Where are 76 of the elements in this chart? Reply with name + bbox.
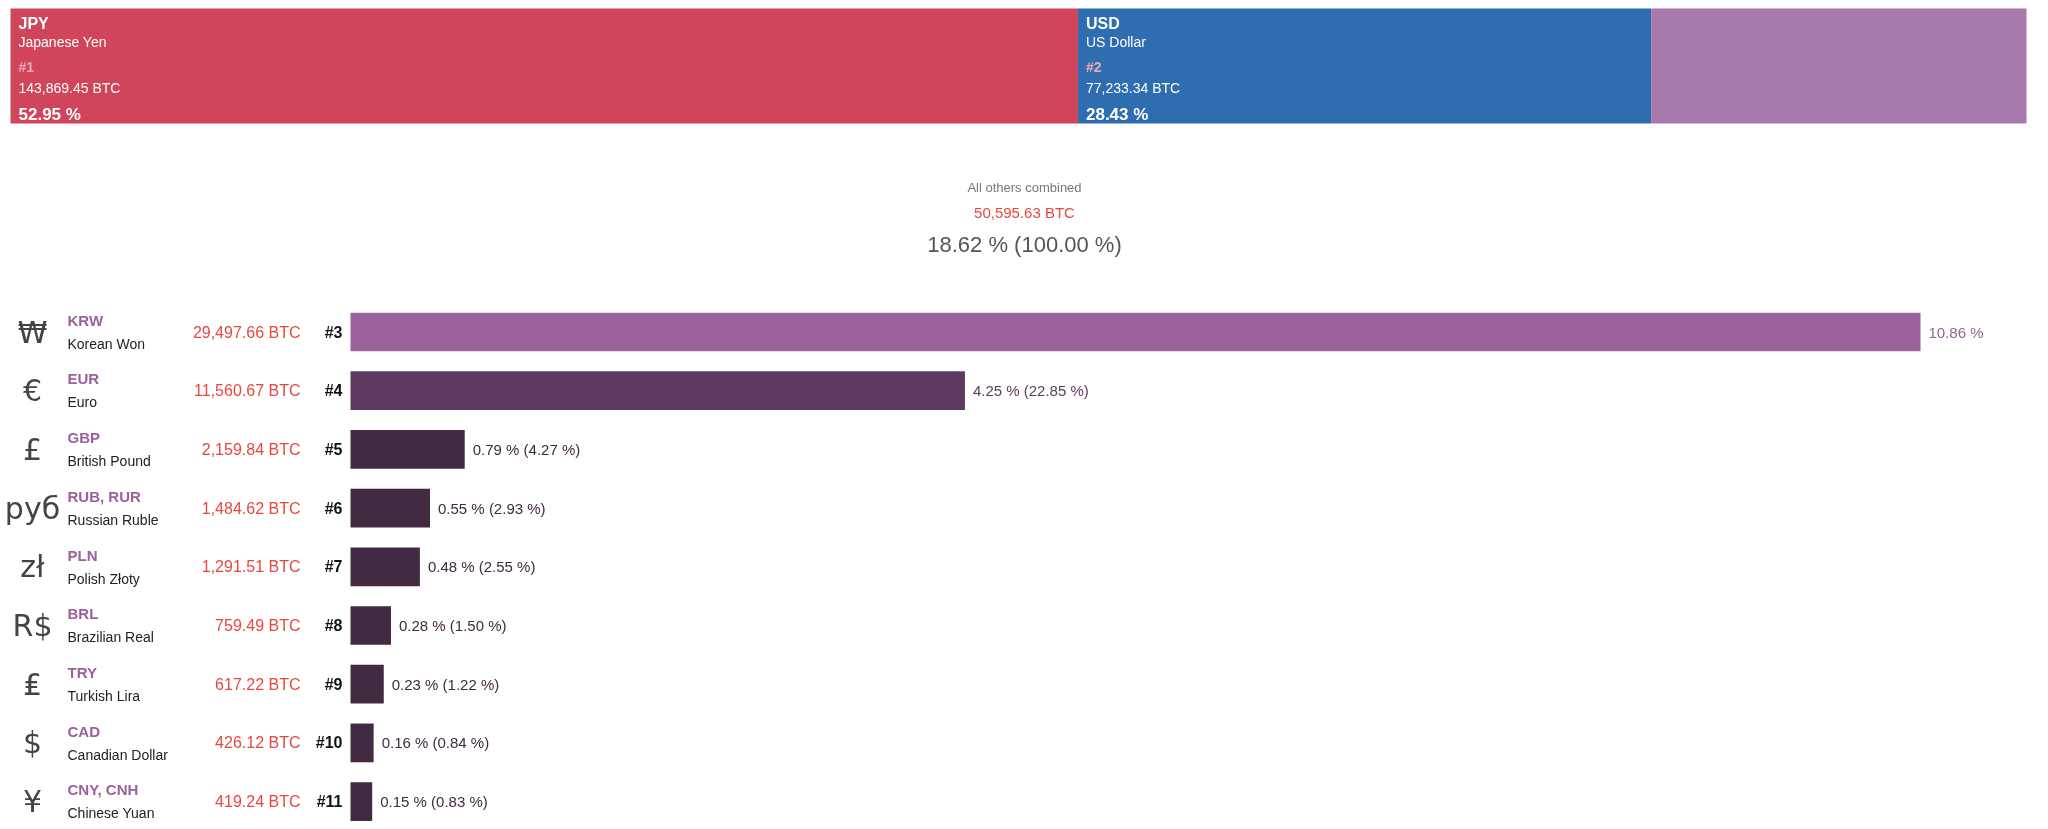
y-tick-label: EUR bbox=[67, 370, 100, 388]
y-tick-label: TRY bbox=[67, 663, 97, 681]
bar bbox=[350, 312, 1921, 352]
bar bbox=[350, 430, 465, 469]
annotation: US Dollar bbox=[1085, 33, 1147, 50]
text: #8 bbox=[324, 617, 343, 634]
text: 50,595.63 BTC bbox=[974, 204, 1076, 221]
y-tick-label: CAD bbox=[67, 722, 101, 740]
bar bbox=[350, 371, 965, 411]
text: £ bbox=[22, 431, 43, 467]
text: #11 bbox=[316, 793, 343, 811]
text: 29,497.66 BTC bbox=[192, 323, 301, 341]
text: zł bbox=[20, 549, 46, 585]
text: ₤ bbox=[22, 666, 43, 702]
text: #10 bbox=[315, 734, 343, 752]
text: British Pound bbox=[67, 453, 151, 470]
data-label: 0.55 % (2.93 %) bbox=[438, 499, 546, 517]
text: 11,560.67 BTC bbox=[194, 382, 301, 400]
text: 2,159.84 BTC bbox=[201, 440, 301, 458]
data-label: 0.79 % (4.27 %) bbox=[472, 440, 581, 458]
text: 1,291.51 BTC bbox=[201, 558, 301, 576]
bar bbox=[350, 664, 384, 704]
y-tick-label: BRL bbox=[67, 605, 99, 623]
data-label: 0.28 % (1.50 %) bbox=[398, 617, 507, 634]
bar bbox=[350, 782, 373, 821]
y-tick-label: GBP bbox=[67, 429, 101, 447]
text: #9 bbox=[324, 675, 343, 693]
bar bbox=[350, 488, 431, 528]
data-label: 0.15 % (0.83 %) bbox=[380, 793, 488, 811]
data-label: 0.16 % (0.84 %) bbox=[381, 734, 490, 752]
text: Polish Złoty bbox=[67, 570, 140, 587]
data-label: 0.48 % (2.55 %) bbox=[427, 558, 536, 576]
annotation: 143,869.45 BTC bbox=[18, 79, 121, 96]
text: 759.49 BTC bbox=[215, 617, 301, 634]
y-tick-label: CNY, CNH bbox=[67, 781, 139, 799]
text: #5 bbox=[324, 440, 343, 458]
text: Canadian Dollar bbox=[67, 746, 169, 763]
text: Russian Ruble bbox=[67, 511, 159, 528]
text: 1,484.62 BTC bbox=[201, 499, 301, 517]
data-label: 4.25 % (22.85 %) bbox=[972, 382, 1089, 400]
text: руб bbox=[4, 490, 61, 526]
text: € bbox=[22, 373, 43, 409]
annotation: 77,233.34 BTC bbox=[1085, 79, 1181, 96]
data-label: 28.43 % bbox=[1085, 104, 1149, 124]
bar bbox=[350, 606, 391, 645]
text: ¥ bbox=[22, 784, 43, 820]
text: 419.24 BTC bbox=[215, 793, 301, 811]
text: 426.12 BTC bbox=[215, 734, 301, 752]
annotation: #2 bbox=[1085, 58, 1102, 75]
text: Chinese Yuan bbox=[67, 805, 155, 822]
y-tick-label: RUB, RUR bbox=[67, 487, 141, 505]
text: Korean Won bbox=[67, 335, 146, 352]
text: R$ bbox=[12, 608, 53, 643]
y-tick-label: KRW bbox=[67, 311, 104, 329]
text: #6 bbox=[324, 499, 343, 517]
data-label: 0.23 % (1.22 %) bbox=[391, 675, 500, 693]
annotation: #1 bbox=[18, 58, 35, 75]
text: Euro bbox=[67, 394, 98, 411]
data-label: 52.95 % bbox=[18, 104, 81, 124]
y-tick-label: PLN bbox=[67, 546, 98, 564]
text: Turkish Lira bbox=[67, 687, 141, 704]
text: #3 bbox=[324, 323, 343, 341]
text: #4 bbox=[324, 382, 343, 400]
bar bbox=[350, 723, 374, 763]
series-label: USD bbox=[1085, 14, 1120, 32]
text: #7 bbox=[324, 558, 343, 576]
bar bbox=[350, 547, 420, 587]
text: 617.22 BTC bbox=[215, 675, 301, 693]
data-label: 10.86 % bbox=[1928, 323, 1984, 341]
series-label: JPY bbox=[18, 14, 50, 32]
text: Brazilian Real bbox=[67, 629, 154, 646]
text: All others combined bbox=[967, 180, 1082, 195]
text: ₩ bbox=[17, 314, 48, 350]
annotation: Japanese Yen bbox=[18, 33, 107, 50]
text: $ bbox=[22, 725, 43, 761]
text: 18.62 % (100.00 %) bbox=[927, 232, 1122, 257]
